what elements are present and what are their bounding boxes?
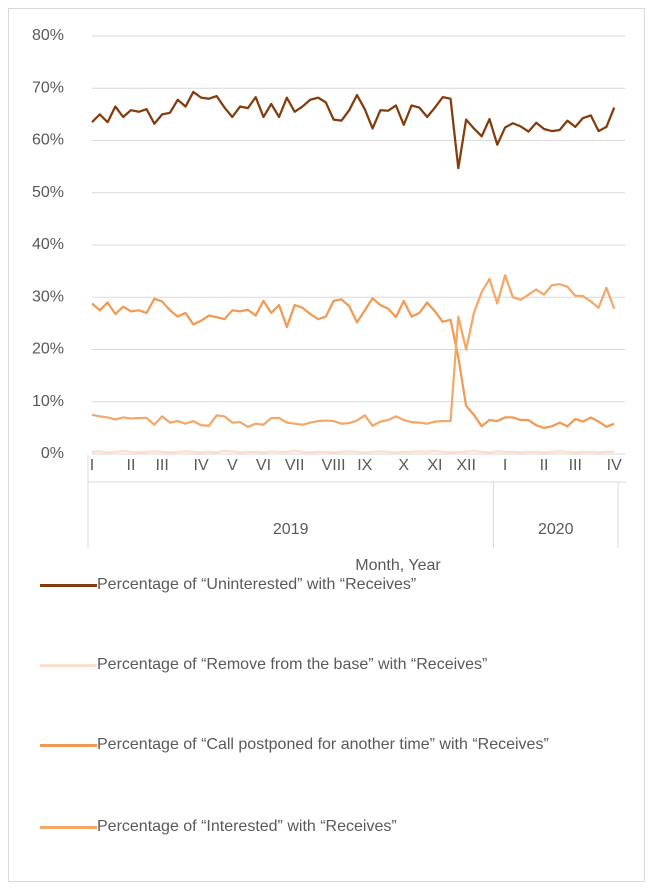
chart-border xyxy=(8,8,645,882)
x-tick-label: V xyxy=(227,457,238,474)
legend-swatch xyxy=(40,664,97,667)
x-tick-label: I xyxy=(90,457,94,474)
legend-label: Percentage of “Call postponed for anothe… xyxy=(97,736,549,753)
legend-item: Percentage of “Remove from the base” wit… xyxy=(40,652,640,678)
x-tick-label: II xyxy=(127,457,136,474)
x-axis-title: Month, Year xyxy=(355,557,441,574)
legend-item: Percentage of “Call postponed for anothe… xyxy=(40,732,640,758)
y-tick-label: 60% xyxy=(32,132,64,149)
legend-swatch xyxy=(40,744,97,747)
y-tick-label: 30% xyxy=(32,288,64,305)
y-tick-label: 20% xyxy=(32,341,64,358)
x-tick-label: XI xyxy=(427,457,442,474)
x-tick-label: VIII xyxy=(322,457,346,474)
y-tick-label: 50% xyxy=(32,184,64,201)
x-tick-label: IV xyxy=(194,457,209,474)
legend-item: Percentage of “Interested” with “Receive… xyxy=(40,814,640,840)
x-tick-label: III xyxy=(155,457,168,474)
legend-label: Percentage of “Uninterested” with “Recei… xyxy=(97,576,417,593)
x-tick-label: VII xyxy=(285,457,305,474)
x-tick-label: XII xyxy=(456,457,476,474)
y-tick-label: 80% xyxy=(32,27,64,44)
x-tick-label: II xyxy=(540,457,549,474)
series-line xyxy=(91,297,615,430)
legend-label: Percentage of “Remove from the base” wit… xyxy=(97,656,488,673)
series-line xyxy=(91,90,616,170)
x-tick-label: IV xyxy=(607,457,622,474)
y-tick-label: 70% xyxy=(32,79,64,96)
legend-label: Percentage of “Interested” with “Receive… xyxy=(97,818,397,835)
x-tick-label: III xyxy=(569,457,582,474)
series-line xyxy=(91,449,615,454)
y-tick-label: 0% xyxy=(41,445,64,462)
y-tick-label: 40% xyxy=(32,236,64,253)
x-tick-label: VI xyxy=(256,457,271,474)
x-tick-label: IX xyxy=(357,457,372,474)
y-tick-label: 10% xyxy=(32,393,64,410)
legend-item: Percentage of “Uninterested” with “Recei… xyxy=(40,572,640,598)
group-label: 2019 xyxy=(273,521,309,538)
series-line xyxy=(91,274,616,428)
x-tick-label: X xyxy=(398,457,409,474)
group-label: 2020 xyxy=(538,521,574,538)
legend-swatch xyxy=(40,584,97,587)
x-tick-label: I xyxy=(503,457,507,474)
legend-swatch xyxy=(40,826,97,829)
